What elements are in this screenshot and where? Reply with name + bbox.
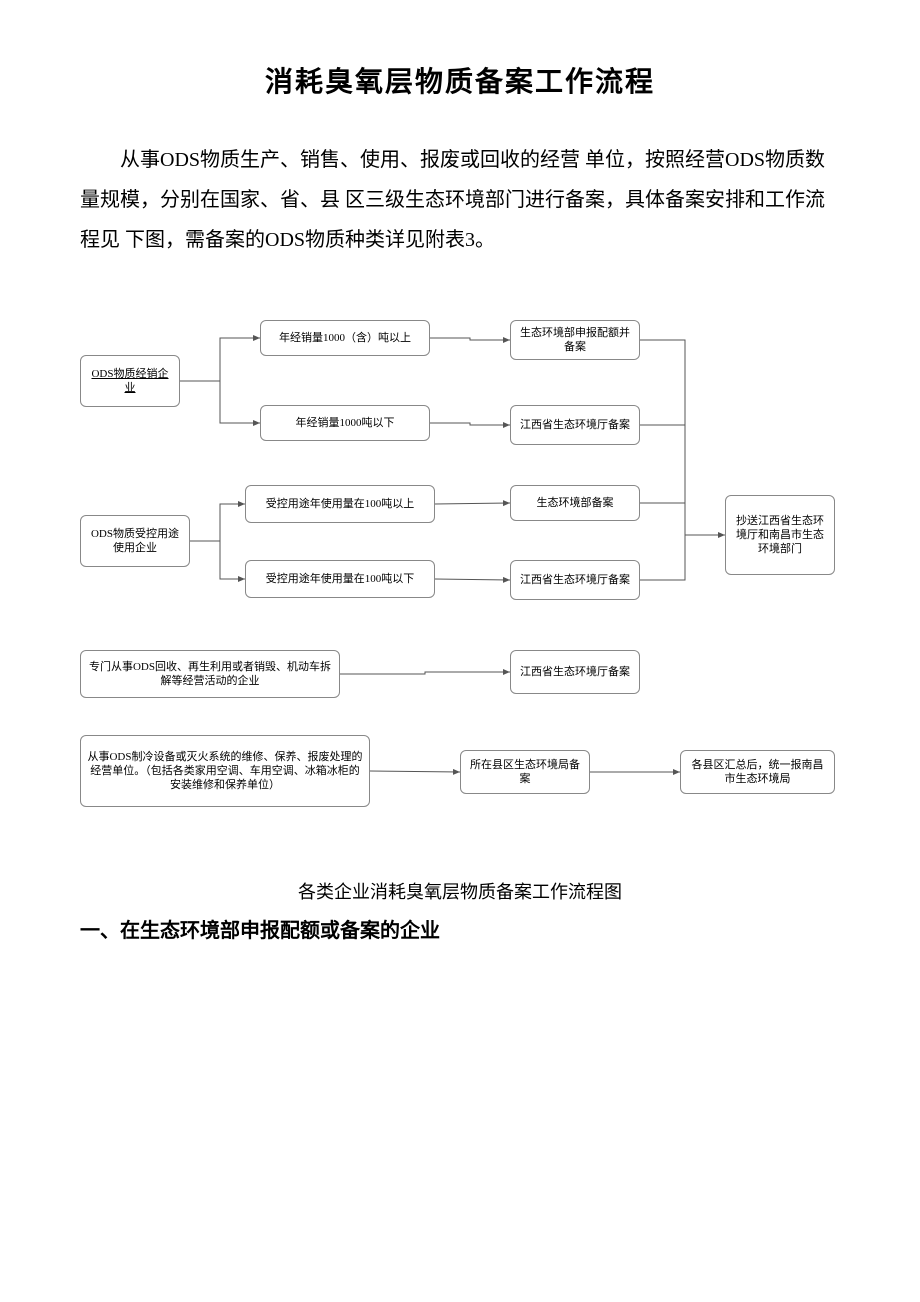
flow-node-c2: 江西省生态环境厅备案 [510, 650, 640, 694]
flow-node-a1: ODS物质经销企业 [80, 355, 180, 407]
flow-node-a3: 年经销量1000吨以下 [260, 405, 430, 441]
flow-node-d1: 从事ODS制冷设备或灭火系统的维修、保养、报废处理的经营单位。（包括各类家用空调… [80, 735, 370, 807]
flow-node-b1: ODS物质受控用途使用企业 [80, 515, 190, 567]
flowchart-caption: 各类企业消耗臭氧层物质备案工作流程图 [80, 878, 840, 904]
flow-node-b3: 受控用途年使用量在100吨以下 [245, 560, 435, 598]
section-heading: 一、在生态环境部申报配额或备案的企业 [80, 914, 840, 943]
flowchart: ODS物质经销企业 年经销量1000（含）吨以上年经销量1000吨以下 生态环境部申… [80, 310, 840, 870]
intro-paragraph: 从事ODS物质生产、销售、使用、报废或回收的经营 单位，按照经营ODS物质数量规… [80, 140, 840, 260]
flow-node-b4: 生态环境部备案 [510, 485, 640, 521]
flow-node-a2: 年经销量1000（含）吨以上 [260, 320, 430, 356]
flow-node-a5: 江西省生态环境厅备案 [510, 405, 640, 445]
flow-node-d2: 所在县区生态环境局备案 [460, 750, 590, 794]
flow-node-c1: 专门从事ODS回收、再生利用或者销毁、机动车拆解等经营活动的企业 [80, 650, 340, 698]
page-title: 消耗臭氧层物质备案工作流程 [80, 60, 840, 100]
flow-node-a4: 生态环境部申报配额并备案 [510, 320, 640, 360]
flow-node-b5: 江西省生态环境厅备案 [510, 560, 640, 600]
flow-node-b2: 受控用途年使用量在100吨以上 [245, 485, 435, 523]
flow-node-d3: 各县区汇总后，统一报南昌市生态环境局 [680, 750, 835, 794]
flow-node-b6: 抄送江西省生态环境厅和南昌市生态环境部门 [725, 495, 835, 575]
